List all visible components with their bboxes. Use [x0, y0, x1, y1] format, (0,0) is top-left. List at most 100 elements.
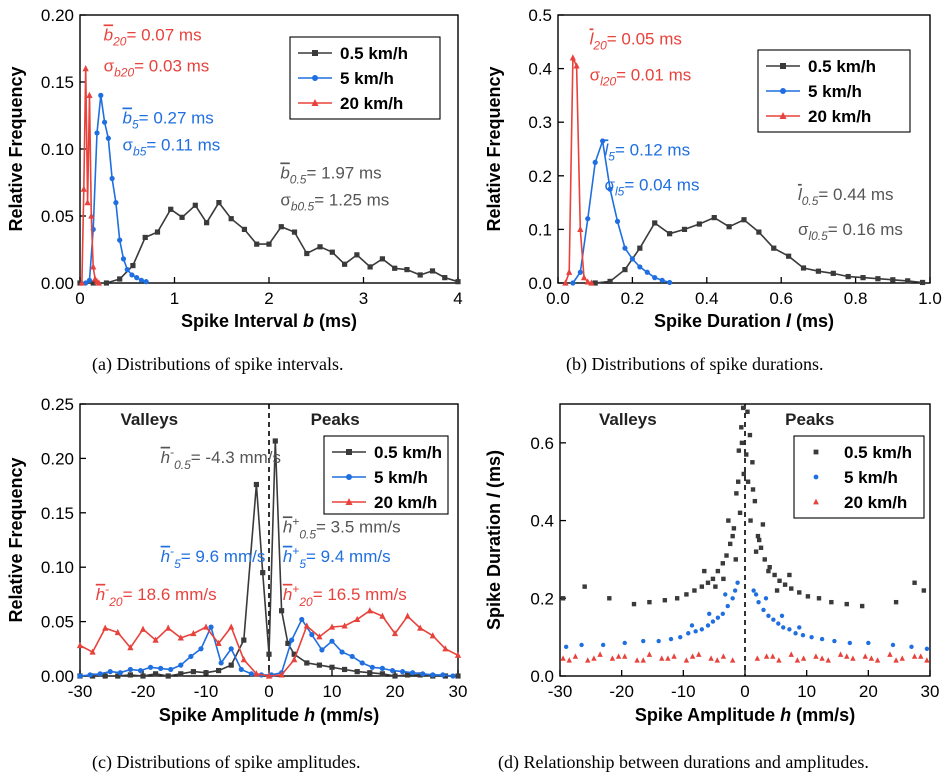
region-label-peaks: Peaks: [311, 410, 360, 429]
data-point: [366, 607, 373, 614]
data-point: [732, 588, 738, 593]
x-tick-label: 10: [323, 682, 342, 701]
data-point: [404, 612, 411, 619]
data-point: [379, 256, 385, 262]
chart-panel-a: 0 1 2 3 4 0.00 0.05 0.10 0.15 0.20 b20= 0.07 ms σb2…: [0, 0, 476, 340]
data-point: [720, 611, 725, 617]
x-tick-label: 0.2: [621, 289, 645, 308]
data-point: [705, 623, 711, 628]
caption-d: (d) Relationship between durations and a…: [498, 752, 869, 772]
data-point: [107, 669, 113, 675]
data-point: [204, 220, 210, 226]
data-point: [607, 596, 612, 601]
x-tick-label: 0.0: [546, 289, 570, 308]
data-point: [629, 256, 635, 262]
data-point: [797, 590, 802, 595]
data-point: [741, 471, 746, 477]
legend-label: 20 km/h: [340, 94, 403, 113]
data-point: [208, 624, 214, 630]
data-point: [241, 226, 248, 232]
data-point: [744, 452, 749, 457]
legend-label: 0.5 km/h: [808, 57, 876, 76]
data-point: [592, 159, 598, 165]
series-2: [570, 138, 673, 286]
data-point: [404, 267, 410, 273]
data-point: [158, 665, 164, 671]
data-point: [573, 62, 580, 69]
data-point: [90, 280, 96, 286]
data-point: [188, 653, 194, 660]
x-axis-label: Spike Interval b (ms): [181, 311, 357, 331]
annotation: b0.5= 1.97 ms: [280, 163, 381, 186]
x-tick-label: 0: [264, 682, 273, 701]
data-point: [585, 657, 591, 663]
data-point: [699, 627, 705, 632]
data-point: [683, 657, 690, 663]
data-point: [329, 638, 335, 644]
data-point: [736, 479, 741, 484]
x-axis-label: Spike Duration l (ms): [654, 311, 834, 331]
series-2: [83, 92, 149, 286]
data-point: [216, 200, 222, 206]
data-point: [317, 244, 323, 250]
data-point: [228, 216, 234, 222]
data-point: [592, 280, 598, 286]
data-point: [667, 231, 673, 237]
data-point: [580, 274, 588, 281]
data-point: [713, 584, 718, 589]
data-point: [715, 615, 721, 620]
data-point: [291, 651, 297, 657]
y-tick-label: 0.1: [528, 220, 552, 239]
legend-marker: [780, 88, 786, 94]
data-point: [455, 279, 461, 285]
data-point: [640, 657, 646, 663]
data-point: [147, 664, 154, 670]
chart-panel-b: 0.0 0.2 0.4 0.6 0.8 1.0 0.0 0.1 0.2 0.3 0.4 0.5 l20=…: [478, 0, 952, 340]
data-point: [766, 568, 771, 574]
data-point: [668, 636, 674, 642]
legend-marker: [780, 63, 786, 69]
data-point: [84, 199, 91, 206]
x-tick-label: 0.4: [695, 289, 719, 308]
data-point: [430, 672, 436, 678]
data-point: [77, 673, 83, 679]
data-point: [139, 625, 147, 632]
data-point: [105, 135, 111, 141]
data-point: [766, 613, 771, 618]
data-point: [634, 657, 640, 663]
data-point: [278, 224, 284, 230]
data-point: [614, 218, 621, 224]
legend-label: 5 km/h: [844, 468, 898, 487]
data-point: [152, 636, 159, 643]
data-point: [745, 479, 751, 484]
data-point: [113, 200, 119, 206]
chart-panel-d: -30 -20 -10 0 10 20 30 0.0 0.2 0.4 0.6 Valleys Peaks…: [478, 388, 952, 733]
data-point: [265, 672, 273, 679]
data-point: [890, 642, 896, 648]
data-point: [367, 264, 373, 270]
data-point: [771, 245, 777, 251]
data-point: [659, 277, 665, 283]
data-point: [805, 594, 811, 599]
data-point: [560, 596, 566, 601]
x-tick-label: 1: [170, 289, 179, 308]
y-tick-label: 0.15: [41, 504, 74, 523]
data-point: [860, 275, 866, 281]
legend: 0.5 km/h 5 km/h 20 km/h: [793, 435, 925, 519]
y-tick-label: 0.10: [41, 558, 74, 577]
data-point: [681, 226, 688, 232]
data-point: [829, 599, 834, 605]
series-line: [80, 440, 458, 677]
data-point: [570, 280, 576, 286]
series-2: [563, 580, 930, 651]
data-point: [455, 673, 461, 679]
annotation: h-5= 9.6 mm/s: [161, 544, 266, 571]
data-point: [566, 268, 573, 275]
series-3: [76, 607, 462, 679]
data-point: [919, 279, 926, 286]
y-axis-label: Spike Duration l (ms): [484, 450, 504, 630]
data-point: [168, 206, 174, 212]
data-point: [585, 216, 591, 222]
annotation: h-20= 18.6 mm/s: [96, 582, 217, 609]
